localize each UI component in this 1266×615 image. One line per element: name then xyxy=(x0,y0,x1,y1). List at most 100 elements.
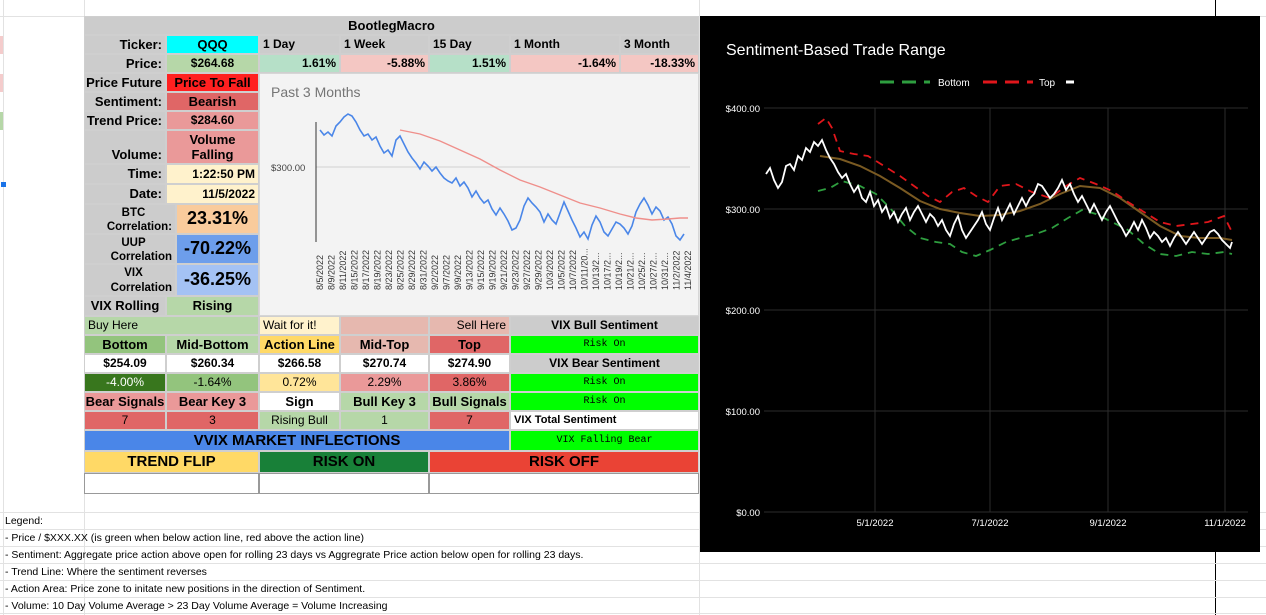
mini-chart-date-label: 10/19/2... xyxy=(614,252,624,290)
period-1day: 1 Day xyxy=(259,35,340,54)
bear-signals-header: Bear Signals xyxy=(84,392,166,411)
mini-chart-date-label: 9/9/2022 xyxy=(453,255,463,290)
change-3month: -18.33% xyxy=(620,54,699,73)
vix-rolling-value: Rising xyxy=(166,296,259,316)
mini-chart-date-label: 9/19/2022 xyxy=(488,250,498,290)
xtick: 5/1/2022 xyxy=(857,518,894,529)
row-highlight-stub xyxy=(0,74,3,92)
mini-chart-date-label: 11/2/2022 xyxy=(672,251,682,290)
action-blank xyxy=(340,316,429,335)
volume-label: Volume: xyxy=(84,130,166,164)
vvix-banner: VVIX MARKET INFLECTIONS xyxy=(84,430,510,451)
bear-signals-value: 7 xyxy=(84,411,166,430)
mini-chart-date-label: 10/13/2... xyxy=(591,252,601,290)
mini-chart-date-label: 8/11/2022 xyxy=(338,251,348,290)
risk-on-banner: RISK ON xyxy=(259,451,429,473)
bull-key-header: Bull Key 3 xyxy=(340,392,429,411)
period-1week: 1 Week xyxy=(340,35,429,54)
legend-line: - Action Area: Price zone to initate new… xyxy=(5,583,366,595)
ticker-value[interactable]: QQQ xyxy=(166,35,259,54)
mini-chart-date-label: 11/4/2022 xyxy=(683,251,693,290)
btc-label-line2: Correlation: xyxy=(106,221,172,233)
legend-line: - Volume: 10 Day Volume Average > 23 Day… xyxy=(5,600,388,612)
change-1month: -1.64% xyxy=(510,54,620,73)
mid-top-header: Mid-Top xyxy=(340,335,429,354)
change-15day: 1.51% xyxy=(429,54,510,73)
empty-cell[interactable] xyxy=(259,473,429,494)
date-value: 11/5/2022 xyxy=(166,184,259,204)
top-header: Top xyxy=(429,335,510,354)
trade-range-chart[interactable]: Sentiment-Based Trade Range Bottom Top $… xyxy=(700,16,1260,552)
period-1month: 1 Month xyxy=(510,35,620,54)
trend-flip-banner: TREND FLIP xyxy=(84,451,259,473)
vix-total-title: VIX Total Sentiment xyxy=(510,411,699,430)
vix-bear-value-1: Risk On xyxy=(510,373,699,392)
mini-chart-title: Past 3 Months xyxy=(271,84,361,100)
mini-chart-ytick: $300.00 xyxy=(271,163,305,174)
action-line-pct: 0.72% xyxy=(259,373,340,392)
legend-line: - Trend Line: Where the sentiment revers… xyxy=(5,566,207,578)
selection-handle[interactable] xyxy=(1,182,6,187)
bull-signals-header: Bull Signals xyxy=(429,392,510,411)
legend-top: Top xyxy=(1039,78,1056,89)
ytick-100: $100.00 xyxy=(726,407,760,418)
mid-bottom-pct: -1.64% xyxy=(166,373,259,392)
legend-bottom: Bottom xyxy=(938,78,970,89)
vix-correlation: -36.25% xyxy=(176,264,259,296)
sign-header: Sign xyxy=(259,392,340,411)
sell-here: Sell Here xyxy=(429,316,510,335)
bull-signals-value: 7 xyxy=(429,411,510,430)
sign-value: Rising Bull xyxy=(259,411,340,430)
wait-for-it: Wait for it! xyxy=(259,316,340,335)
price-value: $264.68 xyxy=(166,54,259,73)
mini-chart-date-label: 9/23/2022 xyxy=(511,250,521,290)
sheet-title: BootlegMacro xyxy=(84,16,699,35)
time-value: 1:22:50 PM xyxy=(166,164,259,184)
vix-rolling-label: VIX Rolling xyxy=(84,296,166,316)
ytick-300: $300.00 xyxy=(726,205,760,216)
bear-key-value: 3 xyxy=(166,411,259,430)
vix-bull-title: VIX Bull Sentiment xyxy=(510,316,699,335)
future-value: Price To Fall xyxy=(166,73,259,92)
xtick: 9/1/2022 xyxy=(1090,518,1127,529)
mini-chart-date-label: 8/19/2022 xyxy=(373,250,383,290)
mini-chart[interactable]: Past 3 Months $300.00 8/5/2022 8/9/2022 8/… xyxy=(259,73,699,316)
trade-range-plot: Bottom Top $400.00 $300.00 $200.00 $100.… xyxy=(726,78,1248,529)
bear-key-header: Bear Key 3 xyxy=(166,392,259,411)
btc-correlation: 23.31% xyxy=(176,204,259,234)
mini-chart-date-label: 10/5/2022 xyxy=(557,250,567,290)
mini-chart-date-label: 9/21/2022 xyxy=(499,250,509,290)
ytick-400: $400.00 xyxy=(726,104,760,115)
ytick-200: $200.00 xyxy=(726,306,760,317)
mid-top-price: $270.74 xyxy=(340,354,429,373)
trade-range-chart-title: Sentiment-Based Trade Range xyxy=(726,42,946,59)
mini-chart-date-label: 8/23/2022 xyxy=(384,250,394,290)
mini-chart-date-label: 10/25/2... xyxy=(637,252,647,290)
uup-label: UUP Correlation xyxy=(84,234,176,264)
action-line-price: $266.58 xyxy=(259,354,340,373)
bottom-header: Bottom xyxy=(84,335,166,354)
legend-line: - Sentiment: Aggregate price action abov… xyxy=(5,549,584,561)
mini-chart-date-label: 10/3/2022 xyxy=(545,250,555,290)
row-highlight-stub xyxy=(0,36,3,54)
mid-top-pct: 2.29% xyxy=(340,373,429,392)
vix-label: VIX Correlation xyxy=(84,264,176,296)
empty-cell[interactable] xyxy=(429,473,699,494)
mini-chart-date-label: 10/11/20... xyxy=(580,248,590,290)
uup-label-line2: Correlation xyxy=(110,251,172,263)
vix-bull-value: Risk On xyxy=(510,335,699,354)
chart-yticks: $400.00 $300.00 $200.00 $100.00 $0.00 xyxy=(726,104,760,519)
legend-line: - Price / $XXX.XX (is green when below a… xyxy=(5,532,364,544)
vix-total-value: VIX Falling Bear xyxy=(510,430,699,451)
uup-label-line1: UUP xyxy=(121,237,146,249)
ytick-0: $0.00 xyxy=(736,508,760,519)
trend-value: $284.60 xyxy=(166,111,259,130)
vix-bear-value-2: Risk On xyxy=(510,392,699,411)
mini-chart-date-label: 10/17/2... xyxy=(603,252,613,290)
volume-value: Volume Falling xyxy=(166,130,259,164)
top-price: $274.90 xyxy=(429,354,510,373)
price-label: Price: xyxy=(84,54,166,73)
sentiment-label: Sentiment: xyxy=(84,92,166,111)
row-highlight-stub xyxy=(0,112,3,130)
empty-cell[interactable] xyxy=(84,473,259,494)
